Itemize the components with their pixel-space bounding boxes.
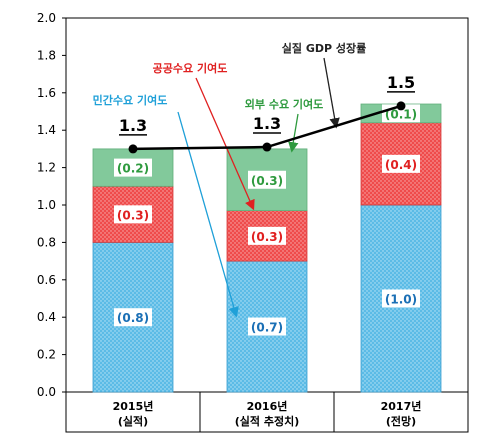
segment-labels: (0.8) (0.3) (0.2) (0.7) (0.3) (0.3) (1.0) (0.4)… (114, 104, 420, 336)
segment-label: (0.2) (117, 162, 149, 176)
gdp-value-label: 1.3 (253, 114, 281, 133)
y-tick-label: 0.8 (37, 235, 56, 249)
external-demand-arrow (288, 113, 299, 153)
gdp-point (128, 144, 138, 154)
gdp-point (262, 142, 272, 152)
segment-label: (0.3) (117, 208, 149, 222)
y-tick-label: 2.0 (37, 11, 56, 25)
y-tick-label: 1.2 (37, 161, 56, 175)
x-category-sublabel: (실적 추정치) (235, 414, 299, 428)
segment-label: (0.1) (385, 107, 417, 121)
segment-label-box (382, 154, 420, 173)
public-demand-annotation: 공공수요 기여도 (153, 61, 228, 75)
gdp-value-label: 1.3 (119, 116, 147, 135)
gdp-arrow (323, 57, 340, 129)
y-tick-label: 0.4 (37, 310, 56, 324)
segment-label-box (114, 205, 152, 224)
x-category-label: 2017년 (381, 399, 422, 413)
y-tick-label: 0.6 (37, 273, 56, 287)
external-demand-annotation: 외부 수요 기여도 (245, 97, 324, 111)
segment-label: (0.3) (251, 230, 283, 244)
y-tick-label: 1.4 (37, 123, 56, 137)
segment-label-box (248, 170, 286, 189)
y-tick-label: 1.8 (37, 48, 56, 62)
gdp-point (396, 101, 406, 111)
segment-label: (0.8) (117, 311, 149, 325)
gdp-line: 1.3 1.3 1.5 (119, 73, 415, 154)
segment-label-box (382, 289, 420, 308)
y-axis: 0.0 0.2 0.4 0.6 0.8 1.0 1.2 1.4 1.6 1.8 2.0 (37, 11, 66, 399)
x-category-sublabel: (전망) (386, 414, 416, 428)
segment-label-box (248, 226, 286, 245)
private-demand-arrow (177, 111, 239, 318)
x-category-sublabel: (실적) (118, 414, 148, 428)
x-category-label: 2015년 (113, 399, 154, 413)
y-tick-label: 1.6 (37, 86, 56, 100)
segment-label-box (248, 317, 286, 336)
plot-border (65, 17, 469, 433)
y-tick-label: 0.0 (37, 385, 56, 399)
segment-label: (0.4) (385, 158, 417, 172)
private-demand-annotation: 민간수요 기여도 (93, 93, 168, 107)
segment-label-box (114, 158, 152, 177)
segment-label: (0.7) (251, 321, 283, 335)
x-category-label: 2016년 (247, 399, 288, 413)
x-axis: 2015년(실적) 2016년(실적 추정치) 2017년(전망) (113, 399, 422, 428)
segment-label-box (114, 308, 152, 327)
y-tick-label: 0.2 (37, 348, 56, 362)
gdp-annotation: 실질 GDP 성장률 (282, 41, 366, 55)
gdp-value-label: 1.5 (387, 73, 415, 92)
stacked-bars (92, 103, 442, 393)
segment-label: (1.0) (385, 293, 417, 307)
y-tick-label: 1.0 (37, 198, 56, 212)
public-demand-arrow (195, 77, 255, 211)
segment-label: (0.3) (251, 174, 283, 188)
